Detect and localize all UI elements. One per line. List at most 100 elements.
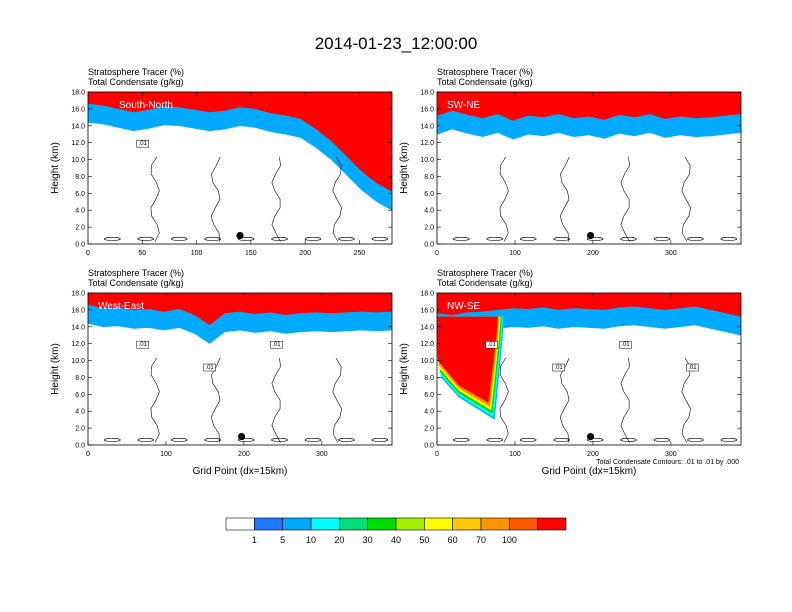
x-tick-label: 100 (191, 250, 203, 257)
panel-label: NW-SE (447, 301, 480, 312)
y-tick-label: 16.0 (420, 307, 434, 314)
contour-label: .01 (272, 342, 281, 348)
condensate-contours (104, 156, 389, 242)
condensate-contour (559, 357, 570, 443)
condensate-contour (681, 156, 691, 242)
contour-note: Total Condensate Contours: .01 to .01 by… (596, 459, 739, 466)
x-axis-label: Grid Point (dx=15km) (542, 466, 637, 477)
x-tick-label: 200 (299, 250, 311, 257)
colorbar-swatch (367, 517, 397, 531)
x-tick-label: 0 (435, 451, 439, 458)
panel-header-line: Total Condensate (g/kg) (437, 278, 533, 288)
x-tick-label: 100 (509, 250, 521, 257)
plot-frame (87, 292, 393, 446)
y-tick-label: 14.0 (71, 123, 85, 130)
y-tick-label: 10.0 (71, 157, 85, 164)
x-tick-label: 200 (238, 451, 250, 458)
x-tick-label: 50 (138, 250, 146, 257)
y-tick-label: 8.0 (75, 375, 85, 382)
y-tick-label: 16.0 (71, 106, 85, 113)
y-tick-label: 8.0 (75, 174, 85, 181)
condensate-contour (338, 438, 355, 442)
panel-label: West-East (98, 301, 144, 312)
condensate-contour (332, 357, 342, 443)
condensate-contour (210, 156, 221, 242)
y-tick-label: 6.0 (424, 191, 434, 198)
colorbar-label: 60 (448, 535, 458, 545)
colorbar-swatch (395, 517, 425, 531)
panel-south-north: Stratosphere Tracer (%)Total Condensate … (50, 67, 393, 257)
condensate-contour (150, 156, 160, 242)
plot-frame (436, 292, 742, 446)
condensate-contour (519, 438, 537, 442)
condensate-contour (137, 237, 155, 241)
condensate-contour (486, 438, 504, 442)
colorbar-swatch (310, 517, 340, 531)
x-tick-label: 100 (160, 451, 172, 458)
colorbar-label: 30 (363, 535, 373, 545)
panels: Stratosphere Tracer (%)Total Condensate … (50, 67, 742, 477)
condensate-contour (720, 237, 738, 241)
y-tick-label: 16.0 (420, 106, 434, 113)
panel-header-line: Total Condensate (g/kg) (88, 77, 184, 87)
location-marker (236, 231, 244, 240)
condensate-contour (653, 438, 671, 442)
y-tick-label: 2.0 (75, 225, 85, 232)
panel-header-line: Stratosphere Tracer (%) (88, 67, 184, 77)
x-tick-label: 300 (665, 250, 677, 257)
condensate-contour (332, 156, 342, 242)
tracer-shading (88, 293, 392, 344)
colorbar-swatch (480, 517, 510, 531)
condensate-contour (170, 438, 188, 442)
location-marker (237, 432, 246, 441)
y-axis-label: Height (km) (50, 343, 61, 395)
condensate-contour (210, 357, 221, 443)
y-tick-label: 6.0 (424, 392, 434, 399)
condensate-contour (150, 357, 160, 443)
colorbar-swatch (282, 517, 312, 531)
contour-label: .01 (139, 141, 148, 147)
contour-label-box (136, 139, 149, 148)
condensate-contour (620, 156, 630, 242)
colorbar-swatch (424, 517, 453, 531)
y-tick-label: 6.0 (75, 191, 85, 198)
y-tick-label: 16.0 (71, 307, 85, 314)
panel-header-line: Total Condensate (g/kg) (437, 77, 533, 87)
x-tick-label: 200 (587, 451, 599, 458)
condensate-contours (104, 357, 389, 443)
contour-label: .01 (688, 365, 697, 371)
x-tick-label: 0 (86, 451, 90, 458)
contour-label-box (485, 340, 498, 349)
panel-west-east: Stratosphere Tracer (%)Total Condensate … (50, 268, 393, 477)
colorbar-swatch (452, 517, 482, 531)
condensate-contour (338, 237, 355, 241)
x-tick-label: 200 (587, 250, 599, 257)
condensate-contour (453, 438, 470, 442)
condensate-contour (104, 237, 121, 241)
y-tick-label: 12.0 (71, 140, 85, 147)
y-tick-label: 14.0 (71, 324, 85, 331)
panel-label: SW-NE (447, 100, 480, 111)
tracer-band (437, 293, 741, 317)
x-tick-label: 0 (86, 250, 90, 257)
y-tick-label: 4.0 (424, 208, 434, 215)
y-tick-label: 0.0 (75, 242, 85, 249)
condensate-contour (620, 237, 637, 241)
y-tick-label: 10.0 (71, 358, 85, 365)
colorbar-swatch (339, 517, 368, 531)
x-tick-label: 300 (316, 451, 328, 458)
condensate-contour (620, 438, 637, 442)
y-tick-label: 0.0 (424, 443, 434, 450)
condensate-contour (499, 156, 509, 242)
y-axis-label: Height (km) (399, 142, 410, 194)
tracer-shading (437, 92, 741, 140)
y-tick-label: 14.0 (420, 123, 434, 130)
condensate-contour (681, 357, 691, 443)
y-tick-label: 10.0 (420, 358, 434, 365)
y-tick-label: 18.0 (71, 291, 85, 298)
y-tick-label: 4.0 (75, 208, 85, 215)
colorbar-label: 50 (419, 535, 429, 545)
condensate-contour (486, 237, 504, 241)
colorbar-label: 20 (334, 535, 344, 545)
